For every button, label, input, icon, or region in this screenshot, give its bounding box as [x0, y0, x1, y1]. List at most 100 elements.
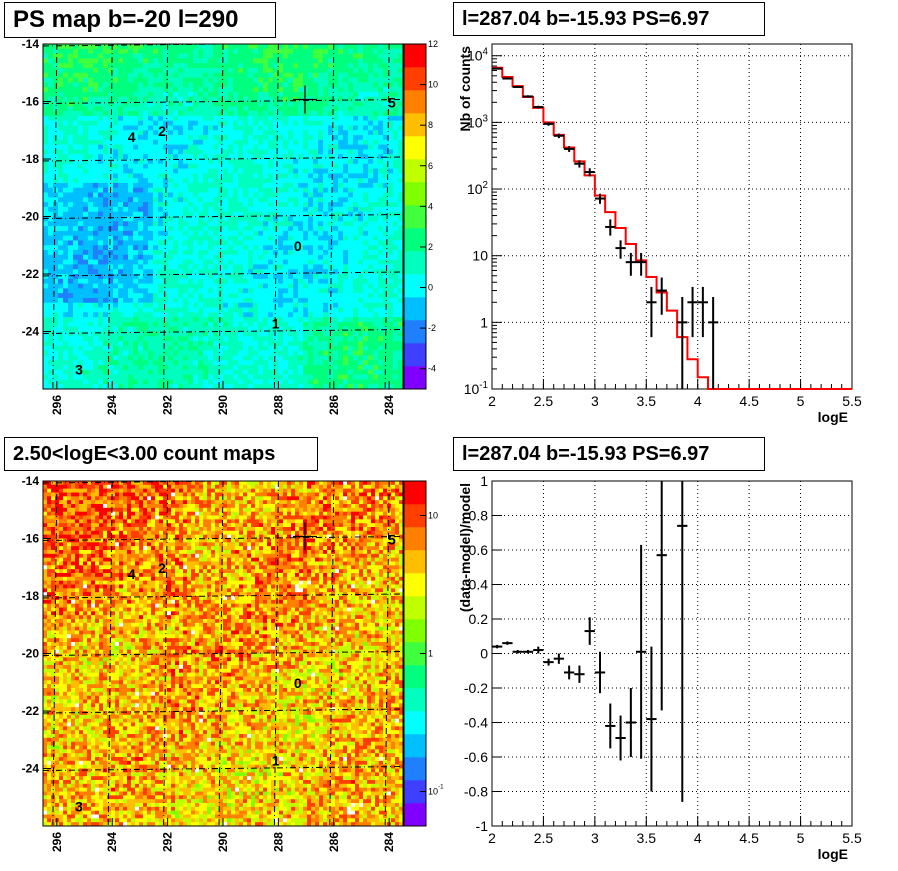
- x-tick-label: 294: [105, 395, 119, 415]
- y-tick-label: 0: [480, 646, 488, 662]
- source-label: 5: [388, 94, 396, 110]
- colorbar-swatch: [404, 228, 426, 252]
- colorbar-swatch: [404, 803, 426, 827]
- x-tick-label: 4.5: [739, 393, 759, 409]
- source-label: 2: [158, 560, 166, 576]
- source-label: 4: [128, 129, 136, 145]
- y-tick-label: 1: [480, 314, 488, 330]
- y-axis-label: Nb of counts: [457, 46, 473, 132]
- grid-meridian: [384, 481, 390, 826]
- grid-parallel: [43, 156, 403, 162]
- colorbar-swatch: [404, 481, 426, 505]
- grid-parallel: [43, 708, 403, 714]
- colorbar-swatch: [404, 688, 426, 712]
- colorbar-tick-label: 4: [428, 201, 433, 211]
- x-tick-label: 4.5: [739, 830, 759, 846]
- y-tick-label: -24: [22, 325, 40, 339]
- colorbar-swatch: [404, 366, 426, 390]
- colorbar-tick-label: 10: [428, 511, 438, 521]
- x-tick-label: 292: [161, 395, 175, 415]
- colorbar-tick-label: 1: [428, 649, 433, 659]
- colorbar-frame: [403, 43, 427, 390]
- grid-meridian: [107, 481, 113, 826]
- x-tick-label: 290: [216, 832, 230, 852]
- x-tick-label: 288: [271, 832, 285, 852]
- colorbar-swatch: [404, 596, 426, 620]
- grid-meridian: [163, 44, 169, 389]
- source-label: 1: [272, 753, 280, 769]
- x-tick-label: 288: [271, 395, 285, 415]
- count-map-plot: -14 -16 -18 -20 -22 -24 296 294 292 290 288 286 284 0…: [22, 474, 444, 852]
- y-tick-label: 10: [472, 248, 488, 264]
- colorbar-swatch: [404, 757, 426, 781]
- y-tick-label: -18: [22, 589, 40, 603]
- x-tick-label: 284: [382, 832, 396, 852]
- y-tick-label: 0.2: [469, 611, 489, 627]
- grid-parallel: [43, 651, 403, 656]
- colorbar-tick-label: 10-1: [428, 784, 444, 797]
- colorbar-swatch: [404, 297, 426, 321]
- colorbar-swatch: [404, 159, 426, 183]
- x-tick-label: 296: [50, 395, 64, 415]
- x-tick-label: 292: [161, 832, 175, 852]
- coordinate-grid: [43, 481, 403, 826]
- colorbar-swatch: [404, 67, 426, 91]
- grid-parallel: [43, 99, 403, 104]
- colorbar-swatch: [404, 343, 426, 367]
- grid-meridian: [273, 481, 279, 826]
- source-label: 0: [294, 675, 302, 691]
- x-tick-label: 2: [488, 393, 496, 409]
- count-map-title: 2.50<logE<3.00 count maps: [4, 437, 318, 471]
- y-tick-label: -16: [22, 95, 40, 109]
- y-tick-label: 104: [467, 47, 489, 64]
- colorbar-swatch: [404, 205, 426, 229]
- source-label: 0: [294, 238, 302, 254]
- count-colorbar: 10 1 10-1: [403, 480, 444, 827]
- colorbar-swatch: [404, 642, 426, 666]
- x-axis-label: logE: [818, 409, 848, 425]
- colorbar-swatch: [404, 527, 426, 551]
- ps-map-title: PS map b=-20 l=290: [4, 2, 276, 38]
- colorbar-swatch: [404, 251, 426, 275]
- y-tick-label: -18: [22, 152, 40, 166]
- colorbar-tick-label: 0: [428, 283, 433, 293]
- source-label: 2: [158, 123, 166, 139]
- y-tick-label: 103: [467, 113, 489, 130]
- colorbar-swatch: [404, 780, 426, 804]
- plot-frame: [491, 480, 853, 827]
- x-tick-label: 294: [105, 832, 119, 852]
- y-tick-label: -20: [22, 210, 40, 224]
- y-tick-label: 10-1: [464, 380, 488, 397]
- x-tick-label: 286: [327, 395, 341, 415]
- y-tick-label: 0.8: [469, 508, 489, 524]
- grid-parallel: [43, 536, 403, 541]
- source-label: 5: [388, 531, 396, 547]
- colorbar-swatch: [404, 90, 426, 114]
- y-tick-label: -0.8: [464, 784, 488, 800]
- grid-parallel: [43, 329, 403, 334]
- y-tick-label: -24: [22, 762, 40, 776]
- x-tick-label: 2.5: [534, 830, 554, 846]
- plot-frame: [491, 43, 853, 390]
- model-histogram: [492, 66, 852, 390]
- grid-meridian: [384, 44, 390, 389]
- source-label: 3: [75, 362, 83, 378]
- x-tick-label: 3: [591, 393, 599, 409]
- y-tick-label: -0.2: [464, 680, 488, 696]
- x-tick-label: 4: [694, 393, 702, 409]
- colorbar-swatch: [404, 320, 426, 344]
- y-tick-label: -14: [22, 37, 40, 51]
- grid: [491, 480, 853, 827]
- y-tick-label: 1: [480, 473, 488, 489]
- y-tick-label: -0.6: [464, 749, 488, 765]
- coordinate-grid: [43, 44, 403, 389]
- colorbar-tick-label: -2: [428, 323, 436, 333]
- grid-parallel: [43, 214, 403, 219]
- y-tick-label: -22: [22, 267, 40, 281]
- grid-parallel: [43, 271, 403, 277]
- y-axis-label: (data-model)/model: [457, 483, 473, 612]
- grid-meridian: [107, 44, 113, 389]
- ps-map-pixels: [43, 44, 403, 389]
- x-tick-label: 286: [327, 832, 341, 852]
- colorbar-swatch: [404, 665, 426, 689]
